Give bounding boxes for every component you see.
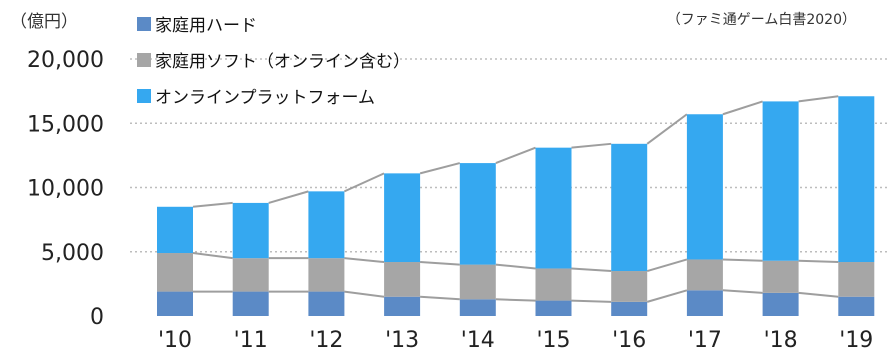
legend-label: 家庭用ハード (155, 16, 257, 36)
x-tick-label: '10 (158, 328, 192, 353)
bar-segment (535, 268, 572, 301)
x-tick-label: '17 (688, 328, 722, 353)
x-tick-label: '11 (234, 328, 268, 353)
source-note: （ファミ通ゲーム白書2020） (667, 12, 856, 28)
bar-segment (762, 101, 799, 261)
connector-line (722, 258, 763, 262)
connector-line (343, 172, 385, 193)
y-tick-label: 0 (90, 305, 104, 330)
connector-line (798, 259, 839, 264)
connector-line (495, 146, 536, 165)
bar-segment (308, 191, 345, 259)
bar-segment (686, 290, 723, 316)
y-tick-label: 10,000 (27, 177, 104, 202)
connector-line (571, 267, 612, 273)
x-tick-label: '19 (839, 328, 873, 353)
x-tick-label: '14 (461, 328, 495, 353)
bar-segment (384, 173, 421, 263)
connector-line (268, 190, 309, 204)
y-tick-label: 20,000 (27, 48, 104, 73)
connector-line (420, 261, 460, 266)
bar-segment (232, 291, 269, 316)
bar-segment (308, 258, 345, 292)
bar-segment (384, 296, 421, 316)
bar-segment (157, 206, 193, 254)
connector-line (495, 298, 536, 302)
connector-lines (192, 95, 839, 303)
bar-segment (308, 291, 345, 316)
y-tick-labels: 0 5,000 10,000 15,000 20,000 (27, 48, 104, 330)
legend-swatch (137, 17, 151, 31)
connector-line (344, 257, 385, 264)
connector-line (571, 142, 612, 149)
bar-segment (686, 114, 723, 260)
connector-line (646, 258, 688, 272)
connector-line (722, 289, 763, 294)
y-tick-label: 15,000 (27, 112, 104, 137)
connector-line (646, 113, 688, 145)
legend-label: オンラインプラットフォーム (155, 88, 375, 108)
bar-segment (459, 264, 496, 300)
connector-line (571, 299, 612, 303)
bar-segment (611, 301, 648, 316)
legend-label: 家庭用ソフト（オンライン含む） (155, 52, 410, 72)
bar-segment (838, 296, 875, 316)
connector-line (192, 252, 233, 260)
connector-line (495, 263, 536, 270)
x-tick-label: '13 (385, 328, 419, 353)
connector-line (192, 201, 233, 208)
bar-segment (384, 262, 421, 297)
bar-segment (762, 292, 799, 316)
bar-segment (611, 271, 648, 302)
bar-segment (838, 262, 875, 297)
bar-segment (838, 96, 875, 263)
bar-segment (157, 291, 193, 316)
connector-line (798, 95, 839, 103)
x-tick-label: '12 (309, 328, 343, 353)
connector-line (722, 100, 763, 116)
bar-segment (535, 147, 572, 269)
connector-line (798, 291, 839, 298)
legend-swatch (137, 89, 151, 103)
bar-segment (686, 259, 723, 291)
bar-segment (611, 143, 648, 272)
x-tick-labels: '10 '11 '12 '13 '14 '15 '16 '17 '18 '19 (158, 328, 873, 353)
connector-line (646, 289, 688, 303)
x-tick-label: '15 (536, 328, 570, 353)
bar-segment (762, 260, 799, 293)
connector-line (419, 162, 461, 175)
connector-line (420, 295, 460, 301)
y-tick-label: 5,000 (41, 241, 104, 266)
connector-line (344, 290, 385, 298)
legend-swatch (137, 53, 151, 67)
x-tick-label: '16 (612, 328, 646, 353)
unit-label: （億円） (10, 12, 78, 32)
x-tick-label: '18 (764, 328, 798, 353)
bar-segment (459, 299, 496, 316)
bars (157, 96, 875, 316)
bar-segment (232, 202, 269, 259)
bar-segment (535, 300, 572, 316)
bar-segment (459, 163, 496, 265)
bar-segment (232, 258, 269, 292)
bar-segment (157, 253, 193, 292)
